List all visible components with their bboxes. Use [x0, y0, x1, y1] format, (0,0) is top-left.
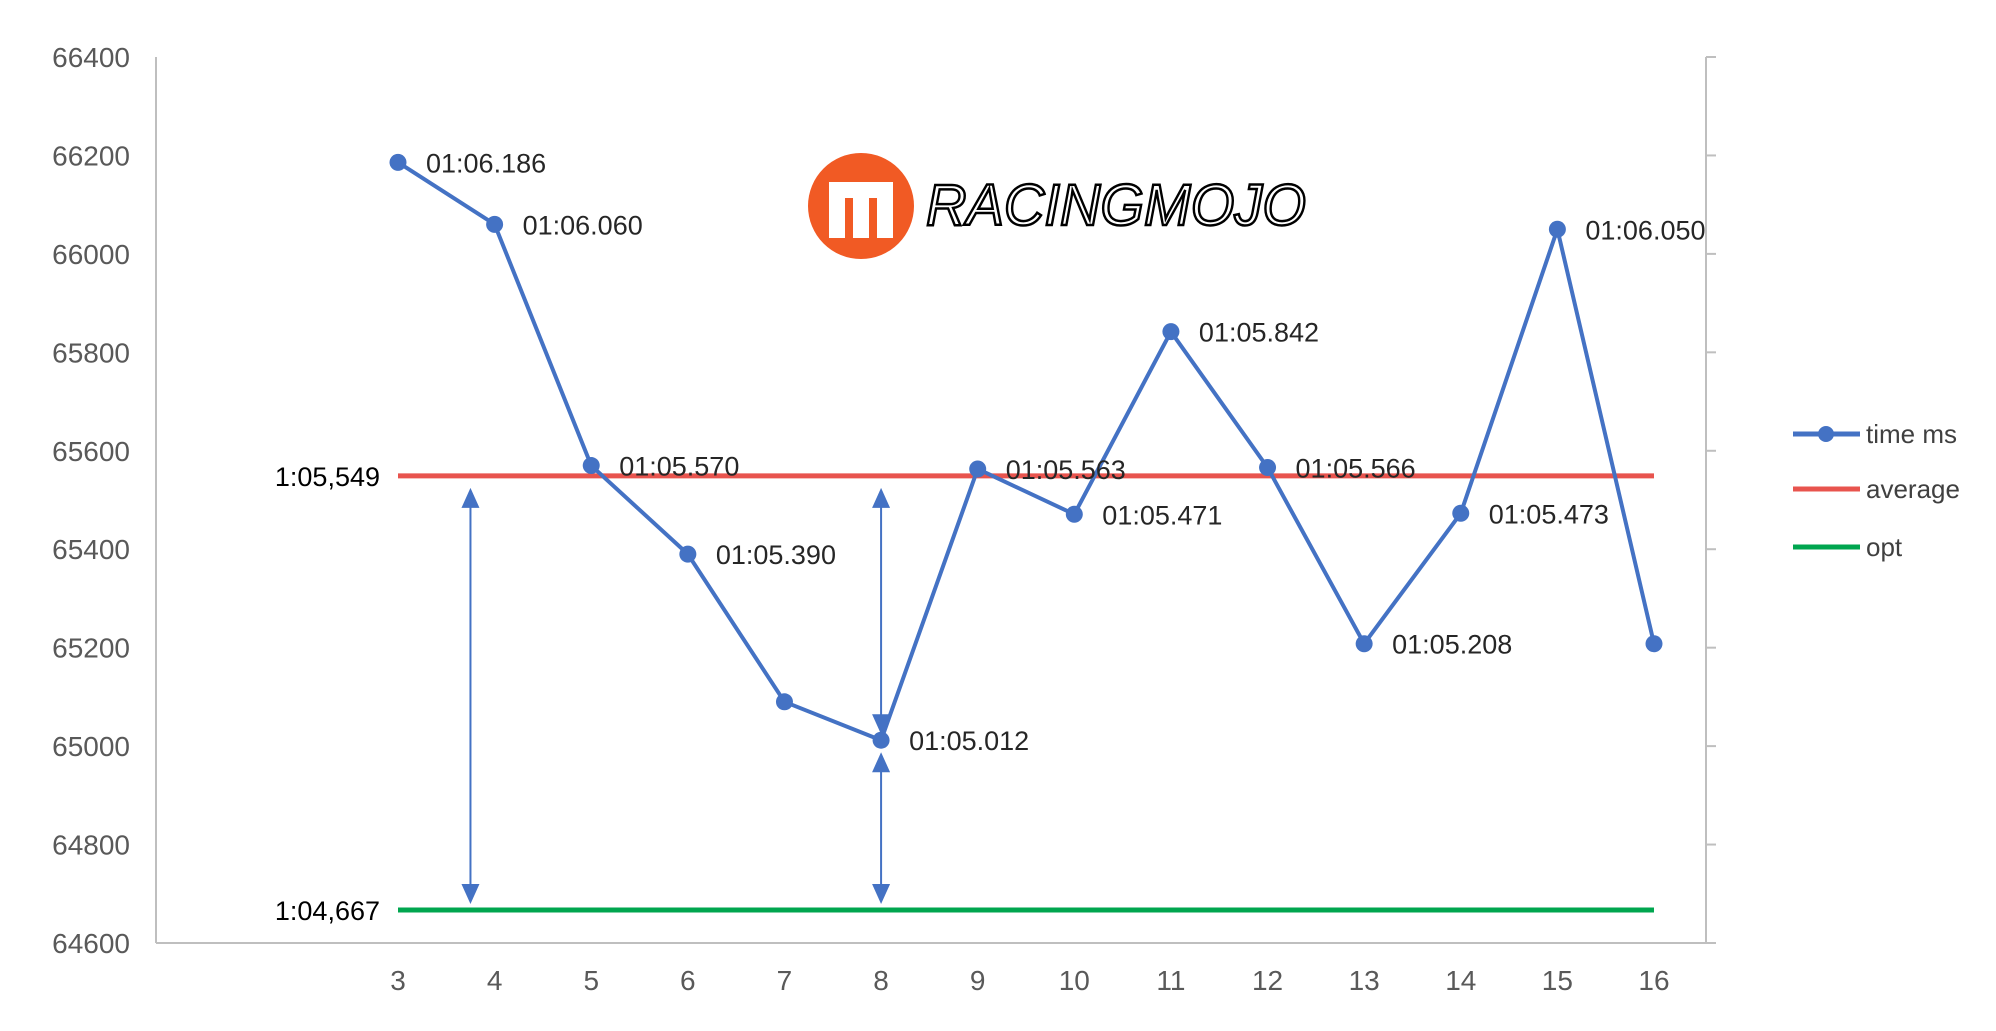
data-label: 01:05.563: [1006, 455, 1126, 485]
arrow-head-up: [461, 487, 480, 508]
y-tick-label: 64800: [52, 830, 130, 861]
x-tick-label: 13: [1349, 965, 1380, 996]
x-tick-label: 3: [390, 965, 406, 996]
data-point: [872, 731, 890, 749]
data-point: [1065, 505, 1083, 523]
data-label: 01:06.186: [426, 148, 546, 178]
x-tick-label: 15: [1542, 965, 1573, 996]
x-tick-label: 10: [1059, 965, 1090, 996]
y-tick-label: 66400: [52, 42, 130, 73]
data-point: [969, 460, 987, 478]
data-label: 01:05.570: [619, 452, 739, 482]
legend: time ms average opt: [1793, 419, 1960, 562]
x-tick-label: 9: [970, 965, 986, 996]
data-point: [1548, 220, 1566, 238]
data-point: [1645, 635, 1663, 653]
data-label: 01:05.012: [909, 726, 1029, 756]
logo-wordmark: RACINGMOJO: [926, 173, 1306, 238]
arrow-head-up: [872, 487, 891, 508]
data-label: 01:05.842: [1199, 318, 1319, 348]
data-point: [679, 545, 697, 563]
y-tick-label: 65800: [52, 337, 130, 368]
y-tick-label: 64600: [52, 928, 130, 959]
x-tick-label: 8: [873, 965, 889, 996]
y-tick-label: 65400: [52, 534, 130, 565]
x-tick-label: 16: [1638, 965, 1669, 996]
arrow-head-down: [461, 884, 480, 905]
data-point: [486, 215, 504, 233]
y-tick-label: 65200: [52, 633, 130, 664]
secondary-tick-group: [1706, 56, 1716, 944]
series-time-ms: 01:06.186 01:06.060 01:05.570 01:05.390 01:0…: [389, 148, 1706, 756]
data-point: [1452, 504, 1470, 522]
data-label: 01:05.208: [1392, 630, 1512, 660]
y-tick-label: 66000: [52, 239, 130, 270]
data-point: [582, 457, 600, 475]
data-label: 01:05.473: [1489, 499, 1609, 529]
arrow-head-down: [872, 714, 891, 735]
racingmojo-logo: RACINGMOJO: [808, 153, 1307, 259]
data-point: [389, 153, 407, 171]
legend-marker: [1818, 426, 1834, 442]
x-tick-label: 4: [487, 965, 503, 996]
x-tick-group: 3 4 5 6 7 8 9 10 11 12 13 14 15 16: [390, 965, 1669, 996]
x-tick-label: 5: [583, 965, 599, 996]
arrow-head-up: [872, 752, 891, 773]
x-tick-label: 6: [680, 965, 696, 996]
y-tick-group: 64600 64800 65000 65200 65400 65600 65800 66000…: [52, 42, 130, 959]
data-label: 01:06.060: [523, 210, 643, 240]
x-tick-label: 12: [1252, 965, 1283, 996]
data-label: 01:05.390: [716, 540, 836, 570]
arrow-head-down: [872, 884, 891, 905]
data-label: 01:06.050: [1585, 215, 1705, 245]
series-line: [396, 160, 1656, 743]
data-point: [1355, 635, 1373, 653]
reference-label-opt: 1:04,667: [275, 896, 380, 926]
data-point: [1259, 459, 1277, 477]
y-tick-label: 65000: [52, 731, 130, 762]
data-point: [1162, 323, 1180, 341]
reference-lines: 1:05,549 1:04,667: [275, 462, 1654, 926]
x-tick-label: 7: [777, 965, 793, 996]
legend-label-average: average: [1866, 474, 1960, 504]
legend-label-opt: opt: [1866, 532, 1903, 562]
logo-m-mark: [829, 182, 893, 238]
y-tick-label: 65600: [52, 436, 130, 467]
y-tick-label: 66200: [52, 140, 130, 171]
x-tick-label: 14: [1445, 965, 1476, 996]
data-label: 01:05.471: [1102, 500, 1222, 530]
x-tick-label: 11: [1156, 965, 1185, 996]
data-point: [775, 693, 793, 711]
annotation-arrows: [461, 487, 891, 905]
reference-label-average: 1:05,549: [275, 462, 380, 492]
legend-label-time ms: time ms: [1866, 419, 1957, 449]
data-label: 01:05.566: [1296, 454, 1416, 484]
